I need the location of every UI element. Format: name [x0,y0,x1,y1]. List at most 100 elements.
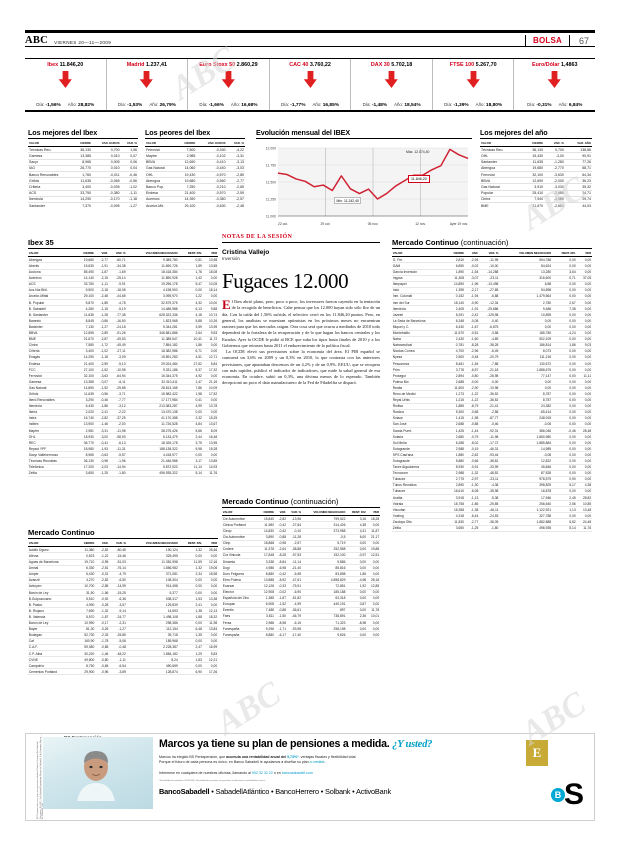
cell-value: -1,96 [108,457,127,465]
cell-value: 6,430 [445,323,465,331]
cell-value: -80,45 [109,546,127,554]
cell-value: -8,02 [464,439,480,447]
table-row: Sacyr 8,965 0,005 0,06 [28,159,138,166]
cell-value: 0,00 [366,540,380,547]
cell-value: 16,878 [499,488,552,496]
cell-value: -65,414 [499,409,552,416]
ticker-index-name: Ibex [47,62,59,68]
ad-brand-list: BancoSabadell • SabadellAtlántico • Banc… [159,787,489,796]
cell-value: -10,98 [479,384,500,392]
cell-value: -1,96 [464,281,480,288]
cell-value: 6,13 [178,305,203,313]
cell-security-name: Caf [28,638,77,645]
cell-value: -3,57 [109,601,127,609]
table-row: Tubacex 2,775 -2,97 -23,11 978,579 0,90 0,00 [392,476,592,483]
ibex35-title: Ibex 35 [28,238,218,249]
cell-value: 25,46 [202,546,218,554]
cell-security-name: Funespaña [222,631,259,639]
cell-security-name: Santander [29,203,46,208]
ad-headline-emphasis: ¿Y usted? [392,739,433,750]
cell-value: -93,98 [286,625,302,633]
table-row: Arcelor-Mit. 29,100 -0,630 -2,48 [145,202,245,208]
cell-value: -0,095 [109,203,120,208]
column-header: PER [202,250,218,258]
cell-value: -3,63 [94,372,109,380]
cell-value: 28.813,165 [126,384,179,392]
table-row: Avanzit 4,270 -2,82 -6,50 108,304 0,00 0,00 [28,577,218,584]
table-row: Gas Natural 14,890 -1,52 -25,85 28.813,165 7,… [28,384,218,392]
table-row: Inm. Colonial 0,152 -1,94 -6,88 1.479,564 0,0… [392,293,592,301]
cell-value: -3,31 [94,427,109,435]
ad-phone-number[interactable]: 902 32 32 22 [251,770,273,775]
cell-value: 9,53 [202,330,218,337]
table-row: Repsol YPF 18,980 -1,93 -11,31 188.138,322 5,… [28,445,218,453]
cell-value: 71,323 [301,619,347,627]
cell-value: -2,90 [464,384,480,392]
cell-value: 0,00 [366,589,380,596]
article-author-role: Inversión [222,256,240,261]
cell-value: 0,00 [576,421,592,429]
ad-website-link[interactable]: bancosabadell.com [281,770,313,775]
cell-value: 15.982,422 [126,390,179,398]
cell-security-name: Gas Natural [145,165,177,173]
cell-value: 0,71 [551,275,577,282]
cell-value: 26,770 [73,165,92,173]
cell-value: -92,31 [479,427,500,435]
ticker-day-change: Día: -1,48% [362,102,388,108]
cell-value: -1,27 [129,203,137,208]
cell-value: -1,86 [464,500,480,508]
cell-value: 2,020 [75,409,95,416]
cell-value: 1.856,982 [126,565,179,572]
bs-b-icon: B [550,788,565,802]
table-row: Endesa 21,400 -0,570 -2,59 [145,190,245,197]
cell-value: 1,385 [258,595,275,602]
table-row: Mapfre 2,981 -3,31 -11,98 38.275,426 5,66 8,09 [28,427,218,435]
cell-value: -8,84 [274,558,287,566]
cell-security-name: Iberpapel [392,281,446,288]
cell-value: 3.095,970 [126,293,179,301]
cell-value: -0,170 [91,196,121,203]
cell-value: 12,690 [176,159,197,166]
ibex-chart-panel: Evolución mensual del IBEX 12.000 11.750 1… [256,128,472,228]
cell-security-name: Ferrovial [145,146,177,154]
cell-value: -2,33 [95,632,110,639]
ad-paragraph-1: Marcos ha elegido BS Pentapensión, que a… [159,755,489,766]
cell-value: 11,11 [576,372,592,380]
column-header: VOLUMEN NEGOCIADO [126,250,179,258]
cell-value: 298,198 [301,625,347,633]
cell-value: 35,32 [564,183,592,191]
cell-value: -4,89 [479,336,500,343]
ticker-day-change: Día: -0,31% [527,102,552,108]
cell-value: -0,80 [464,372,480,380]
cell-value: -2,15 [94,275,109,282]
cell-security-name: B. Popular [28,299,76,307]
cell-value: -0,011 [91,171,121,179]
table-row: Inm del Sur 18,140 -0,90 -12,34 2,780 2,67 0,0… [392,299,592,307]
cell-security-name: Cleop [222,528,259,535]
cell-value: 1,35 [178,632,203,639]
column-header: VOLUMEN NEGOCIADO [301,509,347,517]
cell-value: -2,82 [274,515,287,523]
cell-value: 11,14 [178,464,203,471]
cell-value: 0,010 [91,165,121,173]
cell-value: -12,34 [479,299,500,307]
table-row: Elecnor 12,908 -0,02 -6,90 185,188 0,00 0,00 [222,589,380,596]
cell-security-name: Iberia [28,409,76,416]
cell-security-name: Abertis [28,262,76,270]
table-row: B. Valencia 5,570 -1,87 -24,77 1.498,108 1,88… [28,613,218,621]
cell-value: 8,073 [499,348,552,355]
cell-security-name: Cintra [28,342,76,349]
cell-value: 37,05 [576,275,592,282]
column-header: VAR. % [108,250,127,258]
table-row: Española del Zinc 1,385 -1,87 -51,82 63,318 0… [222,595,380,602]
cell-value: -5,57 [108,451,127,459]
column-header: VAR. [464,250,480,258]
cell-value: 27,100 [75,366,95,374]
cell-value: 0,00 [178,662,203,670]
cell-security-name: Técnicas Reu. [480,146,522,154]
ticker-label: DAX 30 5.702,18 [371,62,412,68]
cell-value: 87,528 [499,470,552,477]
cell-value: 373,958 [301,528,347,535]
cell-value: 0,00 [576,378,592,386]
cell-value: 18,758 [445,500,465,508]
